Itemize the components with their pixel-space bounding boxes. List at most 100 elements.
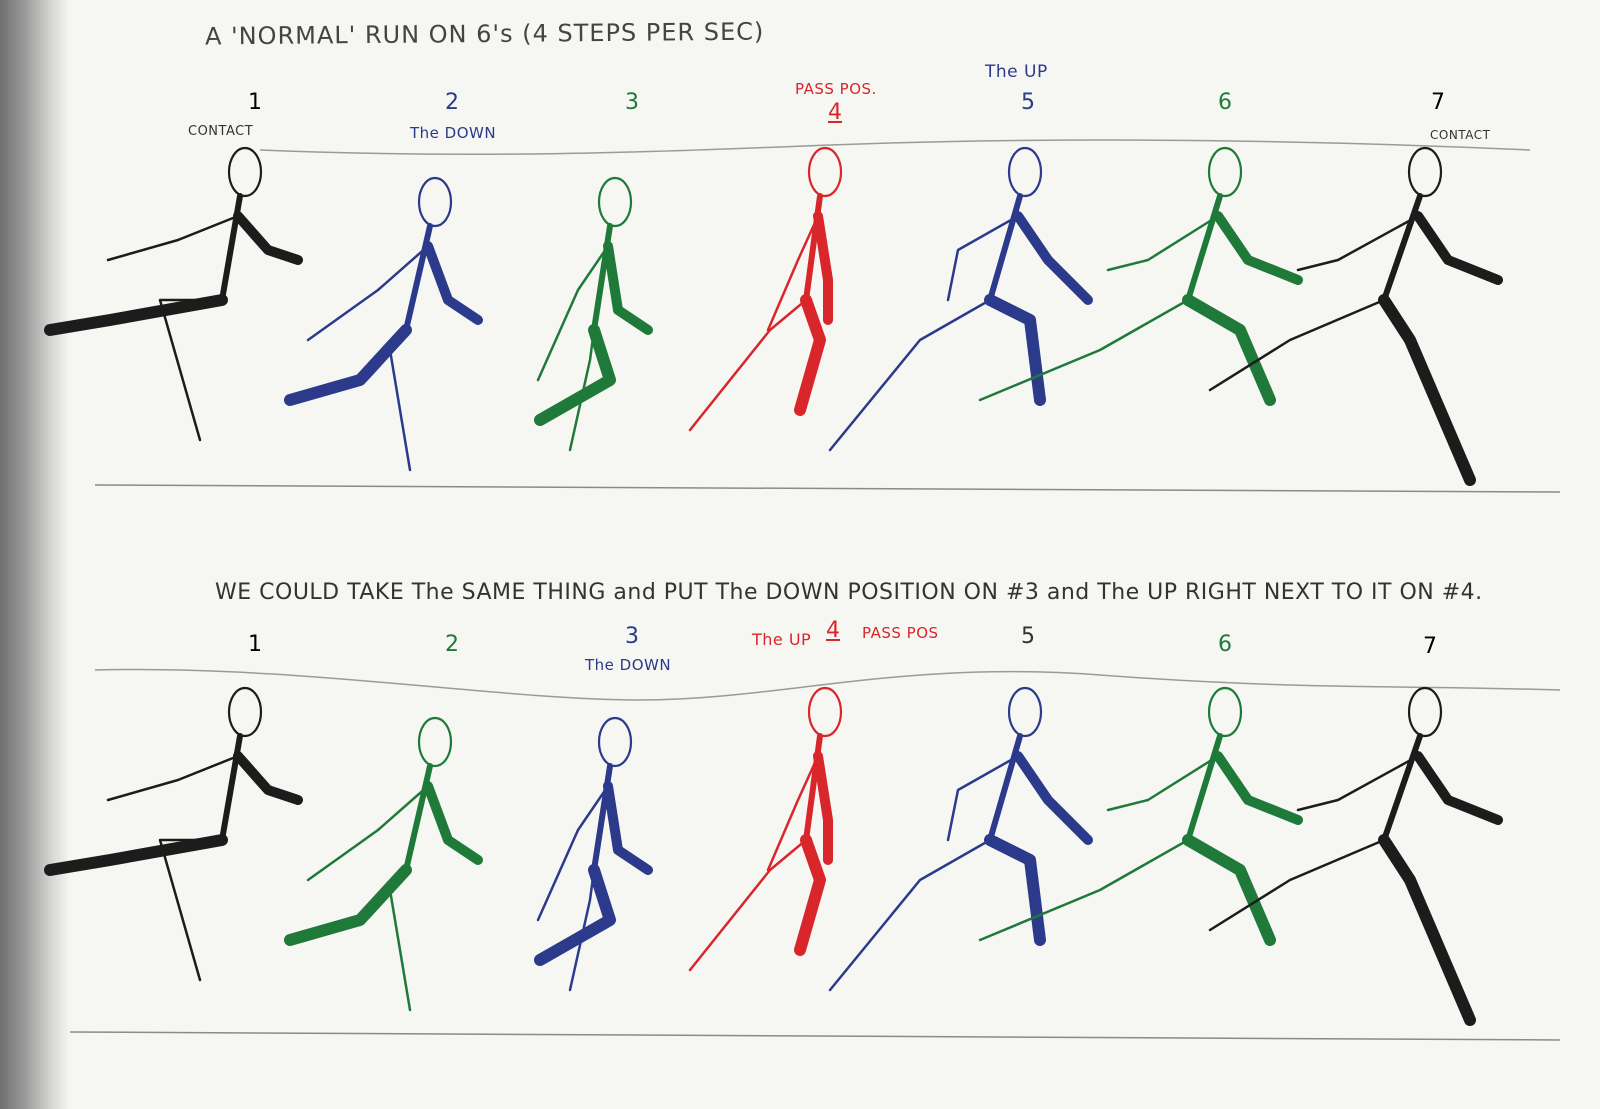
book-binding-shadow [0, 0, 70, 1109]
row1-frame4-label: PASS POS. [795, 80, 877, 98]
figure-back-leg [794, 834, 826, 956]
row1-frame5-number: 5 [1021, 90, 1035, 115]
row1-figure-1 [44, 146, 303, 442]
figure-head [807, 686, 843, 738]
row1-frame7-label: CONTACT [1430, 128, 1491, 142]
figure-torso [1185, 193, 1223, 303]
figure-back-arm [603, 241, 653, 335]
figure-front-arm [766, 754, 820, 872]
row1-frame6-number: 6 [1218, 90, 1232, 115]
figure-torso [987, 733, 1023, 843]
figure-back-arm [813, 211, 833, 325]
row2-frame6-number: 6 [1218, 632, 1232, 657]
figure-back-arm [423, 781, 483, 865]
figure-torso [1381, 733, 1423, 843]
figure-head [227, 146, 263, 198]
row1-figure-7 [1208, 146, 1503, 486]
figure-front-arm [1106, 214, 1220, 272]
figure-back-arm [233, 211, 303, 265]
figure-front-arm [306, 244, 430, 342]
row2-frame3-label: The DOWN [585, 656, 672, 674]
figure-back-leg [1182, 834, 1276, 946]
figure-front-arm [946, 754, 1020, 842]
figure-back-arm [1213, 751, 1303, 825]
figure-front-leg [158, 298, 224, 442]
figure-head [597, 716, 633, 768]
figure-front-leg [978, 298, 1190, 402]
row1-figure-4 [688, 146, 843, 432]
figure-front-leg [1208, 298, 1386, 392]
row2-figure-2 [284, 716, 483, 1012]
figure-head [417, 176, 453, 228]
figure-back-arm [1013, 211, 1093, 305]
figure-front-leg [688, 838, 808, 972]
figure-head [1407, 146, 1443, 198]
figure-front-leg [978, 838, 1190, 942]
figure-front-leg [1208, 838, 1386, 932]
row2-frame4-label-left: The UP [752, 630, 812, 649]
figure-back-leg [984, 834, 1046, 946]
row1-frame2-number: 2 [445, 90, 459, 115]
figure-front-leg [388, 328, 412, 472]
row2-frame2-number: 2 [445, 632, 459, 657]
figure-front-leg [568, 328, 596, 452]
row2-frame1-number: 1 [248, 632, 262, 657]
figure-head [597, 176, 633, 228]
figure-head [807, 146, 843, 198]
figure-front-leg [828, 298, 992, 452]
figure-front-arm [766, 214, 820, 332]
figure-front-arm [946, 214, 1020, 302]
row2-frame4-number: 4 [826, 618, 840, 643]
figure-back-arm [1213, 211, 1303, 285]
figure-front-arm [106, 214, 240, 262]
figure-front-arm [1296, 214, 1420, 272]
row1-frame7-number: 7 [1431, 90, 1445, 115]
row2-frame4-label: PASS POS [862, 624, 939, 642]
figure-back-leg [1378, 834, 1476, 1026]
figure-torso [987, 193, 1023, 303]
figure-back-leg [284, 864, 412, 946]
figure-torso [1185, 733, 1223, 843]
row2-figure-7 [1208, 686, 1503, 1026]
figure-front-leg [568, 868, 596, 992]
figure-head [1207, 146, 1243, 198]
figure-back-leg [44, 834, 228, 876]
figure-front-leg [828, 838, 992, 992]
row2-frame7-number: 7 [1423, 634, 1437, 659]
row1-frame2-label: The DOWN [410, 124, 497, 142]
figure-back-arm [1013, 751, 1093, 845]
row2-frame5-number: 5 [1021, 624, 1035, 649]
figure-front-arm [306, 784, 430, 882]
row1-frame1-number: 1 [248, 90, 262, 115]
row1-ground-line [94, 484, 1561, 493]
figure-back-leg [1378, 294, 1476, 486]
figure-front-leg [688, 298, 808, 432]
figure-front-arm [106, 754, 240, 802]
figure-front-leg [388, 868, 412, 1012]
figure-back-leg [44, 294, 228, 336]
row1-frame3-number: 3 [625, 90, 639, 115]
figure-head [1007, 146, 1043, 198]
figure-head [1407, 686, 1443, 738]
row1-figure-2 [284, 176, 483, 472]
figure-back-arm [813, 751, 833, 865]
figure-back-arm [233, 751, 303, 805]
figure-front-arm [536, 244, 610, 382]
figure-back-arm [1413, 211, 1503, 285]
figure-head [1207, 686, 1243, 738]
row2-figure-5 [828, 686, 1093, 992]
figure-front-arm [1296, 754, 1420, 812]
figure-back-leg [534, 864, 616, 966]
figure-back-leg [284, 324, 412, 406]
row1-frame1-label: CONTACT [188, 124, 254, 139]
figure-front-arm [1106, 754, 1220, 812]
figure-front-leg [158, 838, 224, 982]
row1-head-guide-line [259, 139, 1531, 156]
figure-back-leg [1182, 294, 1276, 406]
figure-head [417, 716, 453, 768]
row1-frame5-label: The UP [985, 62, 1048, 82]
row2-frame3-number: 3 [625, 624, 639, 649]
row2-head-guide-line [94, 668, 1561, 701]
